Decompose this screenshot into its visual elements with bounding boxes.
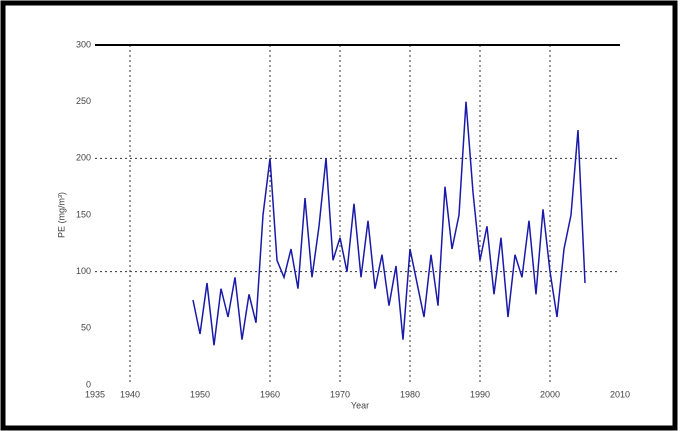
y-axis-label: PE (mg/m³) <box>56 192 66 238</box>
y-tick-label: 200 <box>76 153 91 163</box>
y-tick-label: 50 <box>81 323 91 333</box>
x-tick-label: 1940 <box>120 389 140 399</box>
x-tick-label: 1990 <box>470 389 490 399</box>
data-line <box>192 101 586 346</box>
y-tick-label: 100 <box>76 266 91 276</box>
x-tick-label: 2000 <box>540 389 560 399</box>
x-tick-label: 2010 <box>610 389 630 399</box>
y-tick-label: 300 <box>76 39 91 49</box>
x-axis-label: Year <box>351 400 369 410</box>
x-tick-label: 1960 <box>260 389 280 399</box>
x-tick-label: 1970 <box>330 389 350 399</box>
x-tick-label: 1935 <box>85 389 105 399</box>
y-tick-label: 150 <box>76 209 91 219</box>
y-tick-label: 0 <box>86 379 91 389</box>
x-tick-label: 1950 <box>190 389 210 399</box>
x-tick-label: 1980 <box>400 389 420 399</box>
y-tick-label: 250 <box>76 96 91 106</box>
